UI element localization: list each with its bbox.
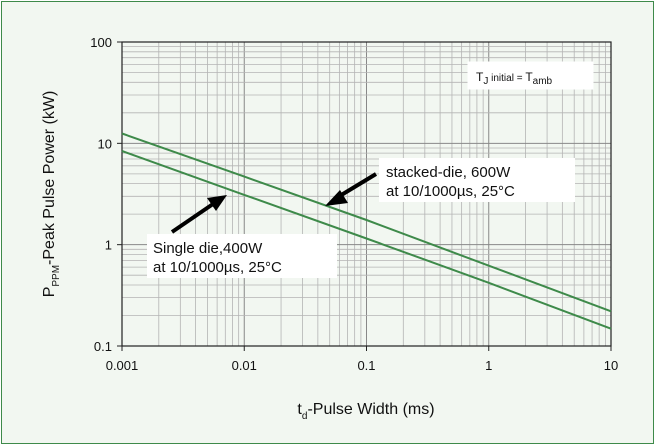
arrow-single-die (170, 195, 227, 234)
x-tick-label: 10 (604, 358, 618, 373)
condition-note: TJ initial = Tamb (467, 61, 594, 90)
y-tick-label: 10 (98, 136, 112, 151)
x-tick-label: 1 (485, 358, 492, 373)
annotation-single-line1: Single die,400W (153, 240, 263, 257)
y-axis-title: PPPM-Peak Pulse Power (kW) (41, 91, 62, 298)
series-line-1 (121, 132, 612, 313)
y-tick-label: 1 (105, 238, 112, 253)
y-tick-label: 0.1 (94, 339, 112, 354)
annotation-single-die: Single die,400W at 10/1000µs, 25°C (147, 234, 337, 278)
annotation-stacked-line1: stacked-die, 600W (386, 164, 511, 181)
x-tick-label: 0.1 (357, 358, 375, 373)
series-group (121, 132, 612, 330)
ticks: 0.001 0.01 0.1 1 10 0.1 1 10 100 (90, 35, 618, 373)
x-axis-title: td-Pulse Width (ms) (297, 401, 434, 422)
y-tick-label: 100 (90, 35, 112, 50)
x-tick-label: 0.001 (106, 358, 139, 373)
annotation-stacked-line2: at 10/1000µs, 25°C (386, 183, 515, 200)
annotation-single-line2: at 10/1000µs, 25°C (153, 259, 282, 276)
x-tick-label: 0.01 (232, 358, 257, 373)
annotation-stacked-die: stacked-die, 600W at 10/1000µs, 25°C (379, 158, 575, 202)
series-line-2 (121, 150, 612, 330)
note-text: TJ initial = Tamb (476, 70, 553, 87)
arrow-stacked-die (325, 172, 378, 206)
